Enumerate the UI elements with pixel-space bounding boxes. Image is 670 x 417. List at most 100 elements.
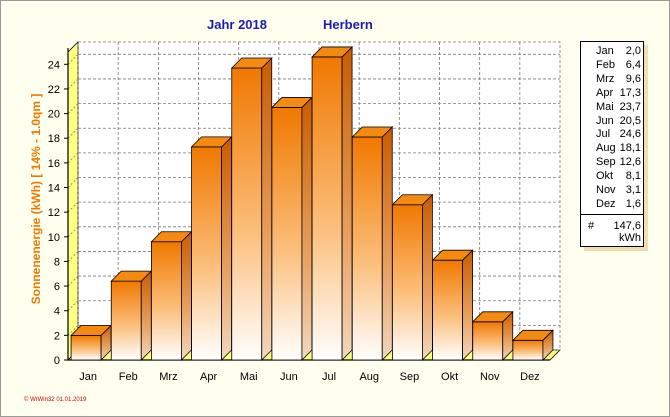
legend-month-value: 12,6 — [619, 156, 641, 169]
x-tick-label: Mai — [240, 371, 258, 383]
value-legend: Jan 2,0 Feb 6,4 Mrz 9,6 Apr 17,3 Mai 23,7 Jun 20,5 J… — [580, 41, 644, 247]
chart-year-title: Jahr 2018 — [207, 17, 267, 32]
x-tick-label: Okt — [441, 371, 458, 383]
y-tick-label: 14 — [48, 183, 60, 195]
bar-side — [422, 193, 433, 361]
y-tick-label: 6 — [54, 281, 60, 293]
legend-row-sep: Sep 12,6 — [581, 156, 643, 170]
bar-top — [351, 126, 394, 138]
legend-month-label: Mrz — [596, 72, 615, 85]
legend-month-value: 17,3 — [619, 86, 641, 99]
legend-month-value: 24,6 — [619, 128, 641, 141]
legend-month-value: 1,6 — [625, 197, 641, 210]
y-tick-label: 22 — [48, 84, 60, 96]
legend-month-value: 8,1 — [625, 170, 641, 183]
y-tick-label: 18 — [48, 133, 60, 145]
bar-jan — [70, 324, 113, 361]
y-tick-label: 2 — [54, 330, 60, 342]
bar-okt — [431, 249, 474, 361]
bar-nov — [471, 310, 514, 361]
bar-top — [311, 46, 354, 58]
legend-month-label: Aug — [596, 142, 616, 155]
legend-row-jul: Jul 24,6 — [581, 128, 643, 142]
bar-side — [381, 126, 393, 361]
legend-row-jun: Jun 20,5 — [581, 115, 643, 129]
legend-month-label: Sep — [596, 156, 616, 169]
legend-row-feb: Feb 6,4 — [581, 59, 643, 73]
bar-jul — [311, 45, 354, 361]
legend-row-jan: Jan 2,0 — [581, 45, 643, 59]
chart-location-title: Herbern — [323, 17, 373, 32]
legend-month-value: 23,7 — [619, 100, 641, 113]
bar-jun — [270, 96, 313, 361]
bar-side — [140, 270, 152, 361]
bar-front — [191, 146, 222, 361]
bar-front — [472, 321, 504, 361]
bar-front — [351, 136, 383, 361]
x-tick-label: Sep — [400, 371, 420, 383]
legend-row-aug: Aug 18,1 — [581, 142, 643, 156]
x-tick-labels: Jan Feb Mrz Apr Mai Jun Jul Aug Sep Okt Nov Dez — [79, 371, 539, 383]
bar-front — [311, 56, 343, 361]
y-tick-label: 4 — [54, 306, 60, 318]
legend-total-value: 147,6 — [613, 220, 641, 232]
legend-row-nov: Nov 3,1 — [581, 184, 643, 198]
y-tick-label: 8 — [54, 256, 60, 268]
legend-row-okt: Okt 8,1 — [581, 170, 643, 184]
y-tick-label: 0 — [54, 355, 60, 367]
legend-month-value: 6,4 — [625, 58, 641, 71]
bar-side — [462, 249, 473, 361]
legend-month-label: Nov — [596, 184, 616, 196]
legend-month-label: Jun — [596, 114, 614, 127]
bar-side — [341, 45, 353, 361]
legend-month-label: Mai — [596, 100, 614, 113]
y-tick-label: 10 — [48, 232, 60, 244]
bar-aug — [351, 126, 394, 361]
bars — [70, 45, 554, 361]
legend-month-label: Dez — [596, 197, 616, 210]
bar-dez — [511, 329, 554, 361]
legend-month-label: Jan — [596, 45, 614, 57]
bar-top — [511, 329, 554, 341]
bar-top — [431, 249, 474, 261]
bar-mrz — [150, 230, 193, 361]
legend-month-label: Apr — [596, 86, 614, 99]
y-tick-label: 24 — [48, 59, 60, 71]
copyright-footer: © WrWin32 01.01.2019 — [24, 397, 87, 403]
legend-month-value: 9,6 — [625, 72, 641, 85]
bar-top — [391, 194, 434, 206]
x-tick-label: Nov — [480, 371, 500, 383]
bar-side — [221, 135, 232, 361]
bar-front — [70, 334, 102, 361]
legend-month-label: Okt — [596, 170, 614, 183]
bar-front — [392, 204, 423, 361]
x-tick-label: Jul — [322, 371, 336, 383]
legend-total-symbol: # — [588, 220, 595, 232]
x-tick-label: Jun — [280, 371, 298, 383]
bar-front — [110, 280, 142, 361]
plot-side-wall — [67, 41, 79, 361]
legend-month-label: Feb — [596, 58, 615, 71]
x-tick-label: Aug — [359, 371, 379, 383]
legend-month-value: 2,0 — [625, 45, 641, 57]
bar-side — [181, 230, 192, 361]
bar-top — [230, 57, 273, 69]
legend-total-unit: kWh — [619, 232, 641, 244]
legend-divider — [581, 214, 643, 215]
bar-side — [261, 57, 273, 361]
x-tick-label: Apr — [200, 371, 217, 383]
bar-top — [471, 311, 514, 323]
legend-month-label: Jul — [596, 128, 611, 141]
bar-mai — [230, 57, 273, 361]
bar-front — [151, 241, 182, 361]
x-tick-label: Feb — [119, 371, 138, 383]
legend-month-value: 3,1 — [625, 184, 641, 196]
legend-row-mrz: Mrz 9,6 — [581, 73, 643, 87]
bar-front — [432, 259, 463, 361]
x-tick-label: Mrz — [159, 371, 177, 383]
bar-apr — [190, 135, 233, 361]
legend-row-mai: Mai 23,7 — [581, 101, 643, 115]
bar-front — [231, 67, 263, 361]
